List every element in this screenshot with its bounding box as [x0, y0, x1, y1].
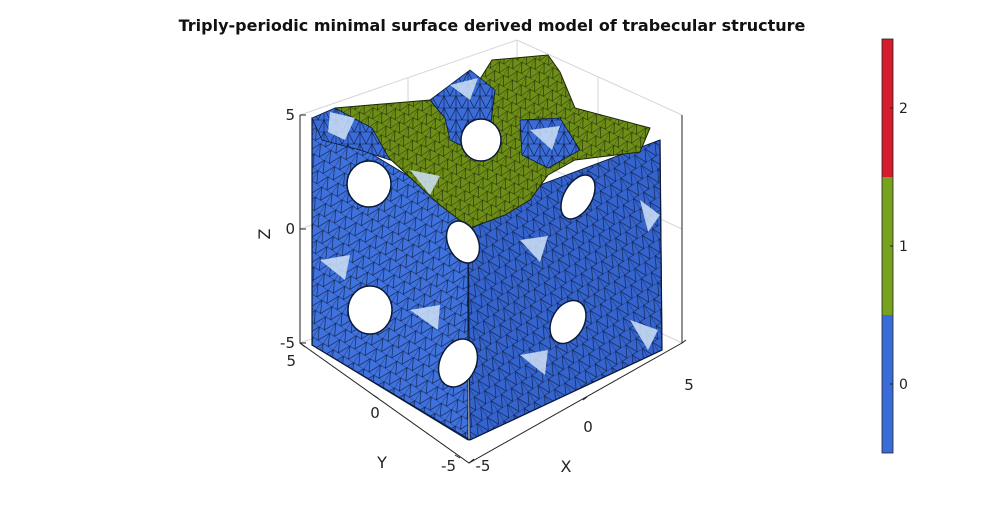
chart-title: Triply-periodic minimal surface derived … [179, 16, 806, 35]
surface-highlights [320, 78, 660, 375]
colorbar: 0 1 2 [881, 38, 908, 454]
z-axis: 5 0 -5 Z [255, 106, 306, 352]
pores [346, 118, 596, 388]
colorbar-segment [882, 315, 893, 453]
z-tick-label: 5 [285, 106, 295, 124]
x-tick-label: 0 [583, 418, 593, 436]
z-tick-label: 0 [285, 220, 295, 238]
y-tick-label: 5 [286, 352, 296, 370]
z-axis-label: Z [255, 228, 274, 239]
trabecular-surface [311, 54, 663, 441]
colorbar-tick-label: 1 [899, 239, 908, 255]
y-axis-label: Y [376, 453, 387, 472]
x-axis-label: X [561, 457, 572, 476]
y-tick-label: -5 [441, 457, 456, 475]
x-tick-label: 5 [684, 376, 694, 394]
colorbar-tick-label: 2 [899, 101, 908, 117]
colorbar-segment [882, 177, 893, 315]
x-axis: -5 0 5 X [468, 339, 694, 476]
object-outline [311, 118, 663, 441]
z-tick-label: -5 [280, 334, 295, 352]
x-tick-label: -5 [476, 457, 491, 475]
y-tick-label: 0 [370, 404, 380, 422]
colorbar-segment [882, 39, 893, 177]
y-axis: 5 0 -5 Y [286, 342, 461, 475]
colorbar-tick-label: 0 [899, 377, 908, 393]
